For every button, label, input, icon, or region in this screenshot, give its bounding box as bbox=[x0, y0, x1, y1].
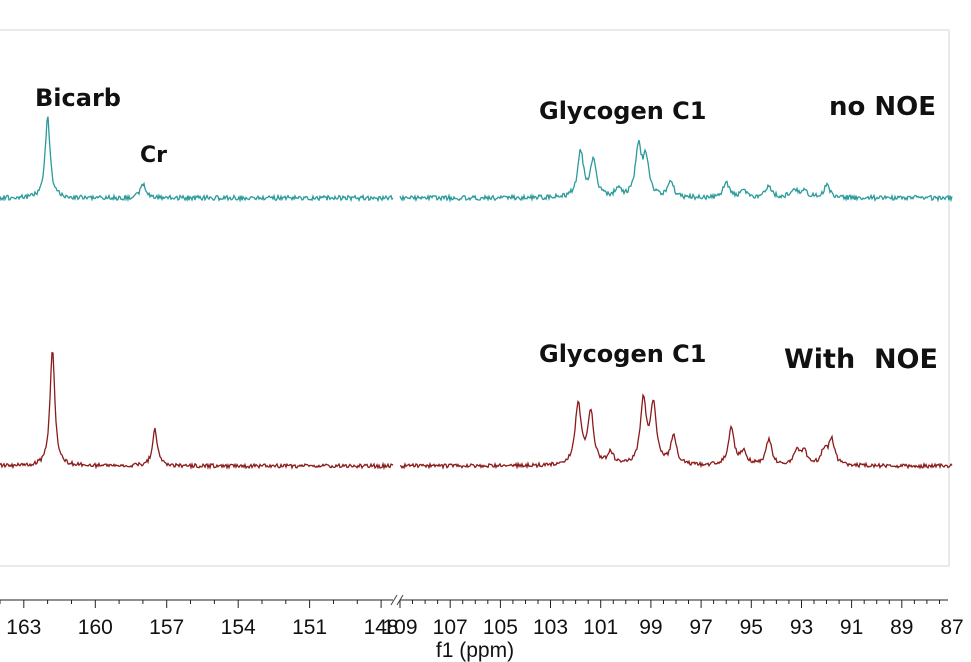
x-axis-title: f1 (ppm) bbox=[436, 639, 514, 662]
tick-label: 95 bbox=[740, 616, 763, 639]
annotation-cr: Cr bbox=[140, 143, 167, 168]
annotation-glycogen-bottom: Glycogen C1 bbox=[539, 340, 707, 368]
tick-label: 151 bbox=[292, 616, 327, 639]
plot-frame bbox=[0, 29, 950, 567]
tick-label: 101 bbox=[583, 616, 618, 639]
tick-label: 163 bbox=[6, 616, 41, 639]
spectra-group bbox=[0, 116, 953, 471]
tick-label: 154 bbox=[221, 616, 256, 639]
tick-label: 93 bbox=[790, 616, 813, 639]
tick-label: 157 bbox=[149, 616, 184, 639]
spectrum-line-no-noe-segment-2 bbox=[399, 139, 953, 203]
tick-label: 87 bbox=[940, 616, 963, 639]
axis-break-mark bbox=[396, 594, 404, 606]
annotation-with-noe: With NOE bbox=[784, 344, 938, 375]
annotation-no-noe: no NOE bbox=[829, 92, 936, 122]
tick-label: 107 bbox=[433, 616, 468, 639]
axis-break-mark bbox=[390, 594, 398, 606]
tick-label: 105 bbox=[483, 616, 518, 639]
spectrum-line-with-noe-segment-2 bbox=[399, 393, 953, 470]
spectrum-line-with-noe-segment-1 bbox=[0, 351, 394, 471]
tick-label: 103 bbox=[533, 616, 568, 639]
tick-label: 109 bbox=[382, 616, 417, 639]
tick-label: 91 bbox=[840, 616, 863, 639]
tick-label: 160 bbox=[78, 616, 113, 639]
spectrum-line-no-noe-segment-1 bbox=[0, 116, 394, 203]
tick-label: 97 bbox=[689, 616, 712, 639]
annotation-glycogen-top: Glycogen C1 bbox=[539, 97, 707, 125]
annotation-bicarb: Bicarb bbox=[35, 84, 121, 112]
tick-label: 99 bbox=[639, 616, 662, 639]
tick-label: 89 bbox=[890, 616, 913, 639]
tick-label: 148 bbox=[364, 616, 399, 639]
